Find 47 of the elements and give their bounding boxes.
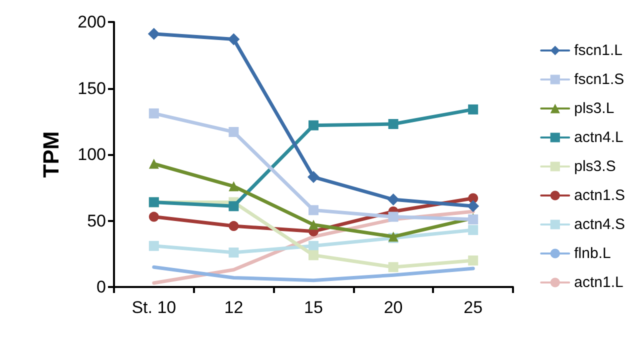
point [148, 240, 159, 251]
x-tick-label: 20 [384, 298, 403, 317]
point [228, 126, 239, 137]
legend-label: pls3.S [574, 158, 616, 175]
y-tick-label: 100 [78, 145, 106, 164]
line-series [152, 265, 475, 282]
point [388, 212, 398, 222]
y-tick-label: 0 [96, 278, 106, 296]
point [468, 193, 478, 204]
point [388, 119, 398, 130]
point [308, 220, 318, 230]
legend-label: actn1.L [574, 274, 624, 291]
point [148, 212, 159, 222]
point [468, 104, 478, 114]
point [148, 28, 160, 40]
y-tick-label: 50 [87, 211, 106, 230]
point [228, 33, 240, 46]
point [467, 200, 480, 212]
y-tick-label: 200 [78, 12, 106, 32]
point [148, 158, 159, 169]
point [228, 201, 239, 212]
point [308, 171, 320, 184]
point [228, 248, 239, 258]
point [468, 256, 478, 266]
point [148, 108, 159, 118]
legend-label: actn4.S [574, 216, 626, 233]
point [308, 205, 318, 216]
point [228, 181, 239, 192]
x-tick-label: 12 [224, 298, 244, 317]
legend-label: fscn1.S [574, 71, 624, 88]
point [308, 120, 318, 130]
point [388, 262, 398, 272]
x-tick-label: 25 [464, 298, 483, 317]
y-tick-label: 150 [78, 78, 106, 98]
legend-label: pls3.L [574, 100, 614, 117]
x-tick-label: 15 [304, 298, 323, 317]
point [228, 221, 239, 232]
y-axis-title: TPM [38, 131, 64, 178]
legend-label: flnb.L [574, 245, 611, 262]
legend-label: actn4.L [574, 129, 624, 146]
point [308, 240, 318, 251]
x-tick-label: St. 10 [132, 298, 176, 317]
legend-label: fscn1.L [574, 42, 623, 59]
point [468, 225, 478, 236]
point [387, 194, 400, 206]
point [308, 250, 318, 260]
legend-label: actn1.S [574, 187, 626, 204]
